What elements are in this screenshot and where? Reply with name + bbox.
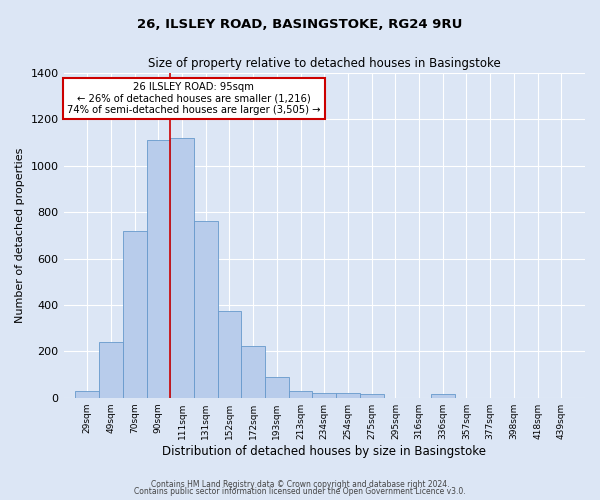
Bar bbox=[146, 140, 170, 398]
Bar bbox=[360, 394, 383, 398]
Bar bbox=[313, 393, 336, 398]
Bar bbox=[265, 377, 289, 398]
X-axis label: Distribution of detached houses by size in Basingstoke: Distribution of detached houses by size … bbox=[162, 444, 486, 458]
Bar bbox=[289, 391, 313, 398]
Text: 26, ILSLEY ROAD, BASINGSTOKE, RG24 9RU: 26, ILSLEY ROAD, BASINGSTOKE, RG24 9RU bbox=[137, 18, 463, 30]
Text: 26 ILSLEY ROAD: 95sqm
← 26% of detached houses are smaller (1,216)
74% of semi-d: 26 ILSLEY ROAD: 95sqm ← 26% of detached … bbox=[67, 82, 320, 115]
Title: Size of property relative to detached houses in Basingstoke: Size of property relative to detached ho… bbox=[148, 58, 500, 70]
Bar bbox=[123, 230, 146, 398]
Bar bbox=[431, 394, 455, 398]
Bar bbox=[241, 346, 265, 398]
Bar bbox=[336, 393, 360, 398]
Bar bbox=[194, 222, 218, 398]
Text: Contains HM Land Registry data © Crown copyright and database right 2024.: Contains HM Land Registry data © Crown c… bbox=[151, 480, 449, 489]
Bar bbox=[76, 391, 99, 398]
Bar bbox=[170, 138, 194, 398]
Text: Contains public sector information licensed under the Open Government Licence v3: Contains public sector information licen… bbox=[134, 487, 466, 496]
Bar bbox=[99, 342, 123, 398]
Bar bbox=[218, 310, 241, 398]
Y-axis label: Number of detached properties: Number of detached properties bbox=[15, 148, 25, 323]
